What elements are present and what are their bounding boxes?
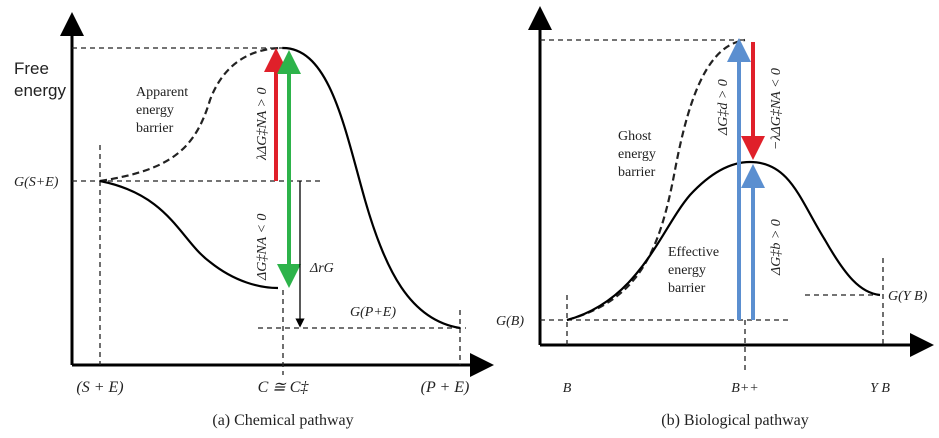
product-curve [282, 46, 461, 330]
guide-lines [540, 39, 884, 372]
x-label: Y B [870, 381, 890, 396]
arrow-label: λΔG‡NA > 0 [255, 88, 270, 161]
x-label: (S + E) [76, 379, 123, 396]
y-axis-label: energy [14, 81, 66, 100]
x-label: B [563, 381, 572, 396]
barrier-label: barrier [618, 165, 656, 180]
caption: (a) Chemical pathway [212, 412, 353, 429]
apparent-curve [99, 46, 284, 183]
barrier-label: barrier [136, 121, 174, 136]
x-label: (P + E) [421, 379, 470, 396]
energy-level-label: G(B) [496, 314, 524, 329]
arrow-label: ΔrG [309, 261, 334, 276]
arrow-label: ΔG‡b > 0 [769, 219, 784, 276]
x-label: B++ [731, 381, 758, 396]
energy-level-label: G(Y B) [888, 289, 928, 304]
arrow-label: −λΔG‡NA < 0 [769, 68, 784, 150]
guide-lines [72, 47, 466, 375]
panel-b: Ghost energy barrier Effective energy ba… [496, 6, 934, 429]
lower-curve [99, 179, 279, 290]
barrier-label: barrier [668, 281, 706, 296]
energy-level-label: G(P+E) [350, 305, 396, 320]
panel-a: Free energy Apparent energy barrier G(S+… [14, 12, 494, 429]
barrier-label: Ghost [618, 129, 652, 144]
ghost-curve [566, 38, 746, 322]
arrow-label: ΔG‡NA < 0 [255, 214, 270, 281]
barrier-label: energy [618, 147, 656, 162]
barrier-label: Effective [668, 245, 719, 260]
y-axis-label: Free [14, 59, 49, 78]
caption: (b) Biological pathway [661, 412, 809, 429]
effective-curve [566, 160, 881, 322]
barrier-label: energy [136, 103, 174, 118]
barrier-label: Apparent [136, 85, 188, 100]
x-label: C ≅ C‡ [258, 379, 310, 396]
arrow-label: ΔG‡d > 0 [716, 79, 731, 136]
energy-level-label: G(S+E) [14, 175, 59, 190]
barrier-label: energy [668, 263, 706, 278]
